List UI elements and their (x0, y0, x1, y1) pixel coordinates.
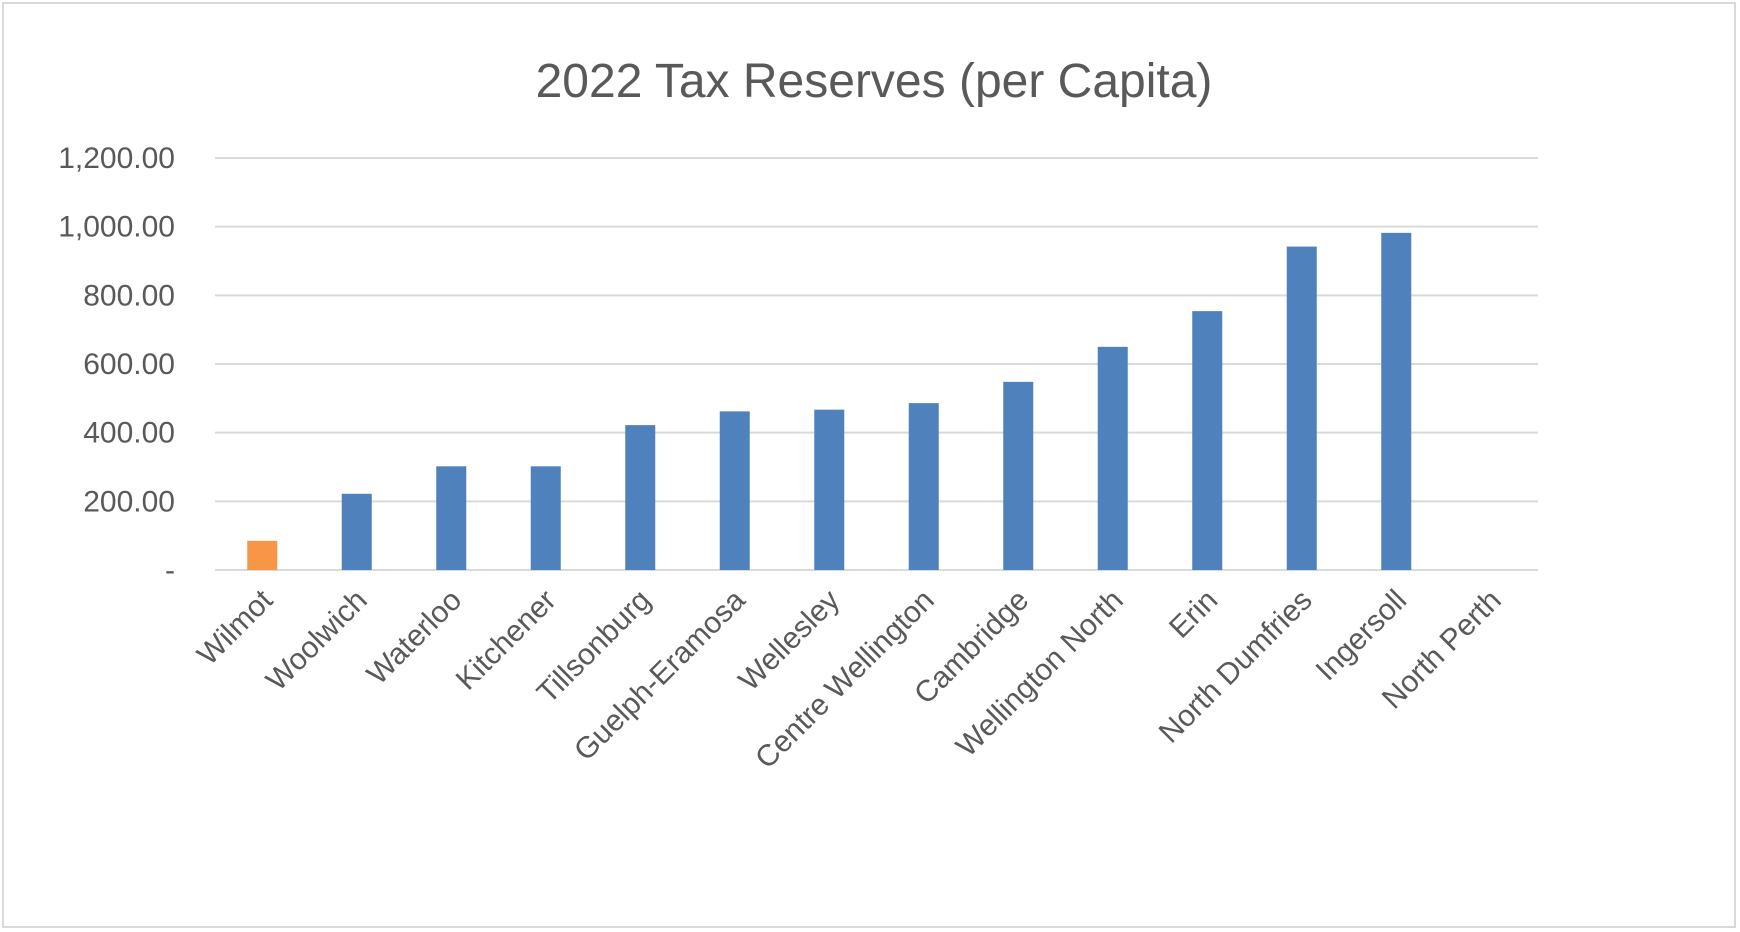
bar-tillsonburg (625, 425, 656, 570)
y-axis-labels: - 200.00 400.00 600.00 800.00 1,000.00 1,200.0… (58, 142, 175, 587)
bar-cambridge (1003, 381, 1034, 570)
gridlines (215, 157, 1538, 571)
y-tick-label: 400.00 (83, 417, 175, 450)
x-tick-label: Centre Wellington (749, 584, 941, 776)
y-tick-label: - (165, 554, 175, 587)
bar-centre-wellington (908, 403, 939, 570)
bar-erin (1192, 311, 1223, 570)
x-tick-label: Guelph-Eramosa (568, 583, 752, 767)
x-tick-label: Wellington North (950, 584, 1130, 764)
y-tick-label: 1,200.00 (58, 142, 175, 175)
x-tick-label: Wilmot (191, 583, 280, 672)
bar-waterloo (436, 466, 467, 570)
x-axis-labels: WilmotWoolwichWaterlooKitchenerTillsonbu… (191, 583, 1508, 775)
x-tick-label: Erin (1163, 584, 1224, 645)
x-tick-label: Woolwich (260, 584, 374, 698)
bar-wellesley (814, 409, 845, 570)
bar-kitchener (530, 466, 561, 570)
y-tick-label: 1,000.00 (58, 211, 175, 244)
y-tick-label: 600.00 (83, 348, 175, 381)
bar-woolwich (341, 493, 372, 570)
bars (247, 232, 1412, 570)
y-tick-label: 200.00 (83, 485, 175, 518)
y-tick-label: 800.00 (83, 279, 175, 312)
bar-ingersoll (1381, 232, 1412, 570)
bar-wilmot (247, 540, 278, 570)
chart-title: 2022 Tax Reserves (per Capita) (536, 55, 1213, 108)
bar-guelph-eramosa (719, 411, 750, 570)
bar-north-dumfries (1286, 246, 1317, 570)
bar-wellington-north (1097, 346, 1128, 570)
bar-chart: 2022 Tax Reserves (per Capita) - 200.00 40… (58, 55, 1538, 775)
